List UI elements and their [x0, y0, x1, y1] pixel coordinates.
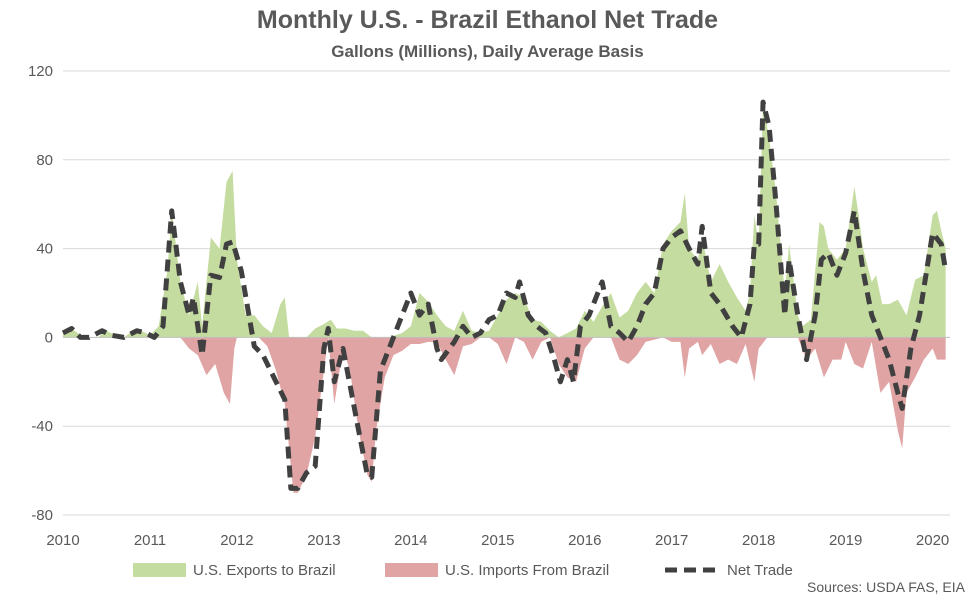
x-axis-ticks: 2010 2011 2012 2013 2014 2015 2016 2017 2018 2019…: [46, 532, 949, 549]
legend-exports-label: U.S. Exports to Brazil: [193, 562, 336, 579]
legend-exports-swatch: [133, 563, 186, 577]
x-tick-label: 2012: [220, 532, 253, 549]
imports-area: [63, 337, 946, 493]
y-tick-label: -40: [31, 418, 53, 435]
x-tick-label: 2018: [742, 532, 775, 549]
chart-subtitle: Gallons (Millions), Daily Average Basis: [331, 42, 644, 61]
y-tick-label: 40: [36, 241, 53, 258]
exports-area: [63, 104, 946, 338]
y-tick-label: 80: [36, 152, 53, 169]
legend-imports-label: U.S. Imports From Brazil: [445, 562, 609, 579]
net-trade-line: [61, 99, 949, 491]
x-tick-label: 2016: [568, 532, 601, 549]
area-series: [63, 104, 946, 493]
legend-imports-swatch: [385, 563, 438, 577]
y-tick-label: 120: [28, 63, 53, 80]
sources-note: Sources: USDA FAS, EIA: [807, 579, 965, 595]
legend-net-trade-label: Net Trade: [727, 562, 793, 579]
chart-title: Monthly U.S. - Brazil Ethanol Net Trade: [256, 6, 719, 34]
x-tick-label: 2013: [307, 532, 340, 549]
y-axis-ticks: -80 -40 0 40 80 120: [28, 63, 53, 524]
line-series: [61, 99, 949, 491]
y-tick-label: 0: [45, 329, 53, 346]
x-tick-label: 2014: [394, 532, 427, 549]
x-tick-label: 2019: [829, 532, 862, 549]
y-tick-label: -80: [31, 507, 53, 524]
x-tick-label: 2011: [134, 532, 166, 549]
x-tick-label: 2020: [916, 532, 949, 549]
x-tick-label: 2010: [46, 532, 79, 549]
x-tick-label: 2015: [481, 532, 514, 549]
gridlines: [63, 70, 950, 516]
legend: U.S. Exports to Brazil U.S. Imports From …: [133, 562, 793, 579]
x-tick-label: 2017: [655, 532, 688, 549]
